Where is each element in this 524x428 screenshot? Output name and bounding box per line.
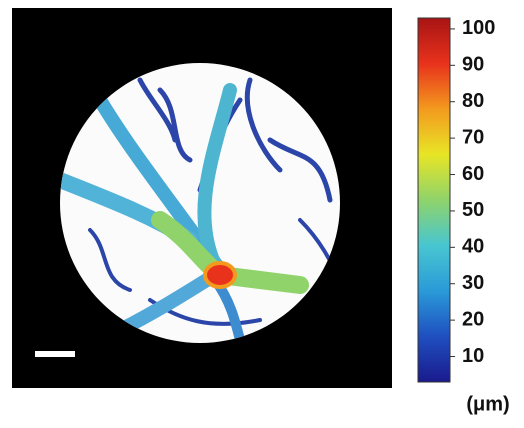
scale-bar [35, 351, 75, 357]
colorbar-tick-label: 100 [462, 17, 495, 39]
colorbar-tick-label: 90 [462, 54, 484, 76]
figure: (μm) 10 20 30 40 50 60 70 80 90 100 [0, 0, 524, 423]
colorbar-tick-label: 70 [462, 126, 484, 148]
colorbar-tick-label: 20 [462, 308, 484, 330]
colorbar-tick-label: 10 [462, 345, 484, 367]
colorbar-tick-label: 60 [462, 163, 484, 185]
colorbar-tick-label: 80 [462, 90, 484, 112]
colorbar-tick-label: 50 [462, 199, 484, 221]
colorbar [418, 18, 450, 382]
colorbar-label: (μm) [466, 393, 509, 415]
colorbar-tick-label: 30 [462, 272, 484, 294]
colorbar-tick-label: 40 [462, 236, 484, 258]
